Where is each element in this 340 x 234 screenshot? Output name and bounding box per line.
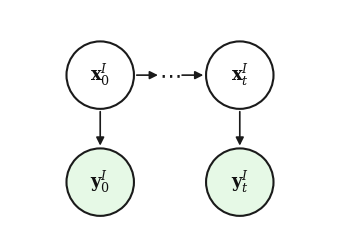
Text: $\mathbf{x}_t^I$: $\mathbf{x}_t^I$	[231, 62, 249, 88]
Text: $\mathbf{x}_0^I$: $\mathbf{x}_0^I$	[90, 62, 110, 88]
Circle shape	[206, 148, 273, 216]
Text: $\mathbf{y}_t^I$: $\mathbf{y}_t^I$	[231, 169, 249, 195]
Circle shape	[206, 41, 273, 109]
Circle shape	[67, 41, 134, 109]
Text: $\cdots$: $\cdots$	[159, 65, 181, 85]
Text: $\mathbf{y}_0^I$: $\mathbf{y}_0^I$	[90, 169, 110, 195]
Circle shape	[67, 148, 134, 216]
